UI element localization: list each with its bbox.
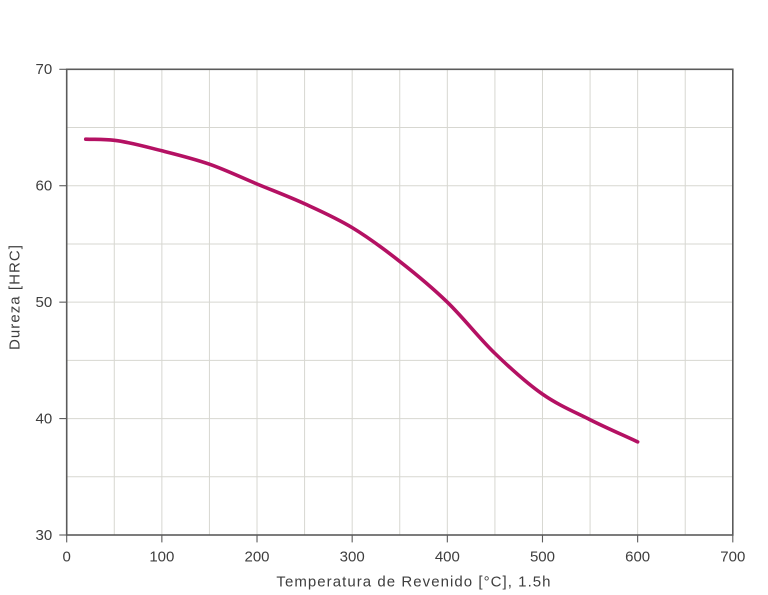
- plot-border: [65, 68, 734, 536]
- x-tick-label: 700: [720, 549, 745, 566]
- x-tick-label: 0: [63, 549, 71, 566]
- axis-ticks: [59, 68, 734, 543]
- x-tick-labels: 0 100 200 300 400 500 600 700: [63, 549, 746, 566]
- x-tick-label: 100: [149, 549, 174, 566]
- x-tick-label: 200: [244, 549, 269, 566]
- y-tick-label: 60: [36, 178, 53, 195]
- x-tick-label: 600: [625, 549, 650, 566]
- x-tick-label: 500: [530, 549, 555, 566]
- x-tick-label: 300: [340, 549, 365, 566]
- y-tick-label: 50: [36, 294, 53, 311]
- x-tick-label: 400: [435, 549, 460, 566]
- y-tick-label: 70: [36, 61, 53, 78]
- hardness-curve: [83, 137, 640, 444]
- y-tick-label: 30: [36, 527, 53, 544]
- gridlines: [66, 69, 733, 535]
- x-axis-title: Temperatura de Revenido [°C], 1.5h: [276, 574, 551, 591]
- y-tick-label: 40: [36, 410, 53, 427]
- y-axis-title: Dureza [HRC]: [7, 244, 24, 350]
- y-tick-labels: 30 40 50 60 70: [36, 61, 53, 544]
